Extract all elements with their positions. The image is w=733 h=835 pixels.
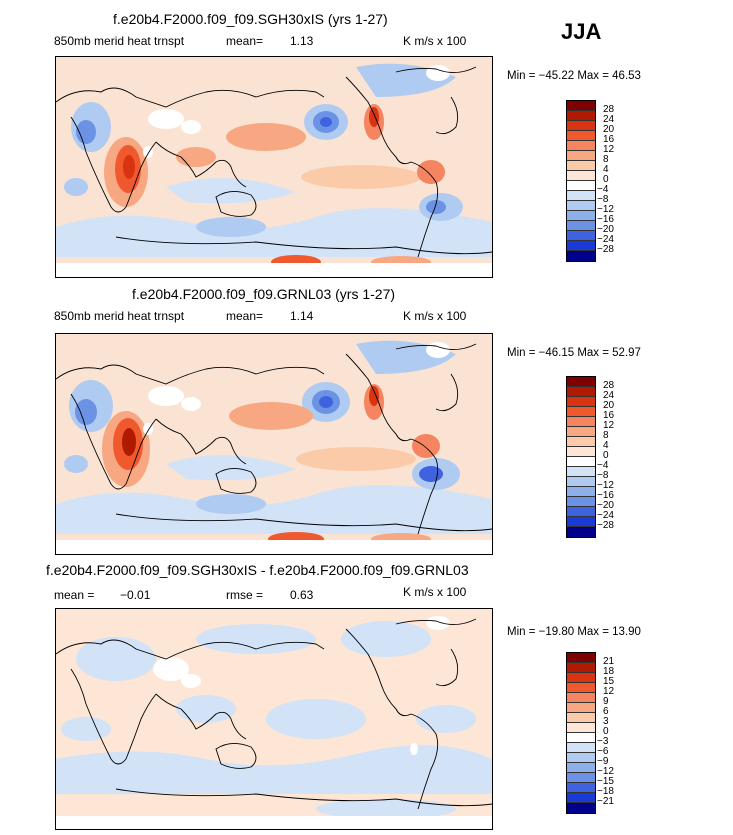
panel-2-colorbar [566, 376, 596, 538]
cb1-label: 0 [603, 174, 609, 185]
panel-2-variable: 850mb merid heat trnspt [54, 309, 185, 323]
cb1-label: −8 [597, 194, 609, 205]
cb3-label: −3 [597, 736, 609, 747]
panel-2-minmax: Min = −46.15 Max = 52.97 [507, 347, 641, 359]
cb3-label: 9 [603, 696, 609, 707]
cb2-label: −16 [597, 490, 614, 501]
season-label: JJA [561, 19, 602, 44]
cb3-label: −18 [597, 786, 614, 797]
panel-1-variable: 850mb merid heat trnspt [54, 34, 185, 48]
panel-2-units: K m/s x 100 [403, 309, 467, 323]
panel-3-units: K m/s x 100 [403, 585, 467, 599]
panel-1-title: f.e20b4.F2000.f09_f09.SGH30xIS (yrs 1-27… [113, 11, 388, 27]
cb2-label: 0 [603, 450, 609, 461]
cb3-label: −9 [597, 756, 609, 767]
panel-3-rmse-value: 0.63 [290, 588, 314, 602]
panel-1-colorbar [566, 100, 596, 262]
cb1-label: 28 [603, 104, 615, 115]
cb1-label: −12 [597, 204, 614, 215]
cb3-label: 12 [603, 686, 615, 697]
cb3-label: 6 [603, 706, 609, 717]
cb2-label: −24 [597, 510, 614, 521]
panel-3-rmse-label: rmse = [226, 588, 264, 602]
cb1-label: 12 [603, 144, 615, 155]
panel-1-mean-value: 1.13 [290, 34, 314, 48]
cb1-label: −20 [597, 224, 614, 235]
cb1-label: −4 [597, 184, 609, 195]
panel-3-minmax: Min = −19.80 Max = 13.90 [507, 626, 641, 638]
cb3-label: −21 [597, 796, 614, 807]
cb2-label: 24 [603, 390, 615, 401]
panel-2-mean-label: mean= [226, 309, 264, 323]
cb2-label: −8 [597, 470, 609, 481]
panel-3-mean-value: −0.01 [120, 588, 151, 602]
cb1-label: 20 [603, 124, 615, 135]
cb2-label: −20 [597, 500, 614, 511]
cb2-label: 28 [603, 380, 615, 391]
panel-3-colorbar [566, 652, 596, 814]
cb2-label: −28 [597, 520, 614, 531]
cb1-label: 8 [603, 154, 609, 165]
panel-3-title: f.e20b4.F2000.f09_f09.SGH30xIS - f.e20b4… [46, 562, 469, 578]
cb3-label: 21 [603, 656, 615, 667]
cb3-label: −12 [597, 766, 614, 777]
panel-2-mean-value: 1.14 [290, 309, 314, 323]
cb2-label: −4 [597, 460, 609, 471]
cb3-label: −6 [597, 746, 609, 757]
panel-1-minmax: Min = −45.22 Max = 46.53 [507, 70, 641, 82]
panel-2-map [55, 333, 493, 555]
cb1-label: 16 [603, 134, 615, 145]
cb1-label: 24 [603, 114, 615, 125]
cb2-label: 12 [603, 420, 615, 431]
cb3-label: −15 [597, 776, 614, 787]
cb3-label: 15 [603, 676, 615, 687]
cb2-label: −12 [597, 480, 614, 491]
cb2-label: 8 [603, 430, 609, 441]
cb2-label: 20 [603, 400, 615, 411]
cb3-label: 0 [603, 726, 609, 737]
cb3-label: 3 [603, 716, 609, 727]
cb3-label: 18 [603, 666, 615, 677]
panel-2-title: f.e20b4.F2000.f09_f09.GRNL03 (yrs 1-27) [132, 286, 396, 302]
cb2-label: 16 [603, 410, 615, 421]
cb1-label: −16 [597, 214, 614, 225]
cb1-label: −24 [597, 234, 614, 245]
cb1-label: 4 [603, 164, 609, 175]
panel-1-units: K m/s x 100 [403, 34, 467, 48]
cb2-label: 4 [603, 440, 609, 451]
panel-3-map [55, 608, 493, 830]
panel-3-mean-label: mean = [54, 588, 95, 602]
panel-1-map [55, 56, 493, 278]
panel-1-mean-label: mean= [226, 34, 264, 48]
cb1-label: −28 [597, 244, 614, 255]
